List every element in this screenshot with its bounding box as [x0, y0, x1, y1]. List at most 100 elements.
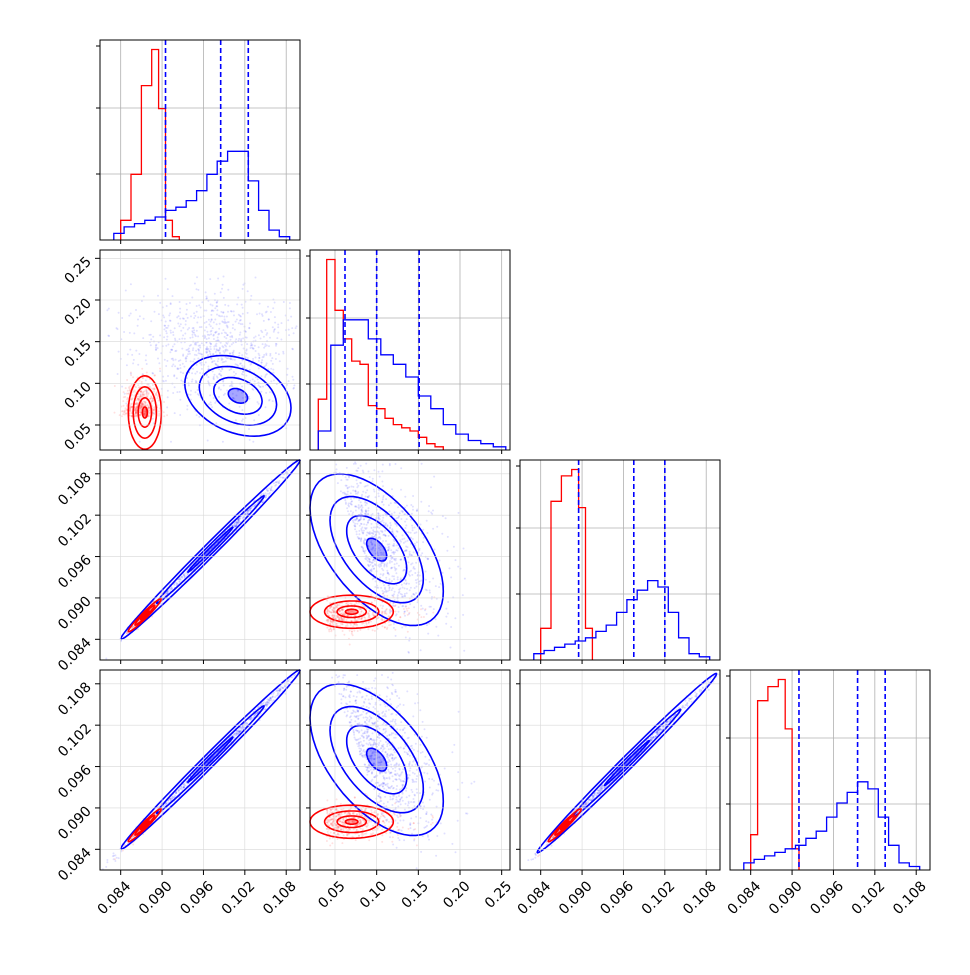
- blue-sample-point: [405, 504, 408, 507]
- blue-sample-point: [212, 338, 215, 340]
- red-sample-point: [136, 398, 139, 400]
- blue-sample-point: [445, 622, 448, 625]
- blue-sample-point: [208, 341, 211, 344]
- blue-sample-point: [402, 541, 405, 544]
- blue-sample-point: [132, 358, 135, 361]
- blue-sample-point: [203, 334, 206, 337]
- blue-sample-point: [385, 589, 387, 592]
- blue-sample-point: [241, 364, 244, 367]
- blue-sample-point: [177, 790, 180, 793]
- blue-sample-point: [392, 626, 395, 629]
- blue-sample-point: [355, 533, 358, 536]
- blue-sample-point: [205, 374, 208, 377]
- blue-sample-point: [219, 388, 222, 391]
- blue-sample-point: [290, 315, 293, 318]
- blue-sample-point: [166, 326, 169, 329]
- blue-sample-point: [270, 359, 273, 362]
- blue-sample-point: [126, 353, 129, 356]
- red-sample-point: [130, 415, 133, 417]
- blue-sample-point: [166, 359, 169, 362]
- blue-sample-point: [365, 523, 368, 526]
- blue-sample-point: [254, 335, 257, 338]
- blue-sample-point: [385, 741, 387, 743]
- blue-sample-point: [227, 310, 229, 313]
- blue-sample-point: [425, 613, 428, 615]
- blue-sample-point: [142, 317, 145, 320]
- blue-sample-point: [189, 393, 192, 396]
- blue-sample-point: [167, 343, 170, 346]
- blue-sample-point: [211, 327, 214, 330]
- blue-sample-point: [226, 389, 229, 392]
- blue-sample-point: [271, 400, 274, 403]
- blue-sample-point: [391, 587, 394, 590]
- blue-sample-point: [358, 524, 361, 527]
- blue-sample-point: [288, 302, 291, 304]
- blue-sample-point: [200, 367, 203, 370]
- blue-sample-point: [198, 304, 201, 307]
- blue-sample-point: [257, 367, 260, 370]
- red-sample-point: [135, 386, 137, 389]
- blue-sample-point: [267, 489, 270, 492]
- blue-sample-point: [124, 289, 127, 292]
- blue-sample-point: [152, 335, 155, 338]
- red-sample-point: [155, 393, 158, 396]
- blue-sample-point: [194, 379, 197, 382]
- blue-sample-point: [186, 572, 189, 575]
- blue-sample-point: [236, 521, 239, 524]
- blue-sample-point: [169, 587, 172, 590]
- red-sample-point: [141, 395, 144, 398]
- blue-sample-point: [261, 313, 263, 316]
- blue-sample-point: [241, 726, 244, 729]
- blue-sample-point: [249, 363, 252, 366]
- blue-sample-point: [403, 582, 406, 585]
- blue-sample-point: [262, 319, 265, 322]
- red-sample-point: [126, 379, 129, 381]
- blue-sample-point: [398, 588, 401, 591]
- blue-sample-point: [212, 375, 215, 378]
- blue-sample-point: [411, 524, 414, 527]
- blue-sample-point: [150, 338, 153, 341]
- blue-sample-point: [241, 418, 244, 421]
- blue-sample-point: [220, 374, 223, 377]
- blue-sample-point: [192, 360, 195, 363]
- blue-sample-point: [356, 536, 359, 538]
- blue-sample-point: [274, 358, 277, 360]
- blue-sample-point: [234, 525, 237, 528]
- blue-sample-point: [197, 348, 200, 351]
- blue-sample-point: [262, 500, 265, 502]
- blue-sample-point: [356, 674, 359, 677]
- blue-sample-point: [397, 564, 400, 567]
- blue-sample-point: [205, 320, 208, 323]
- blue-sample-point: [243, 325, 246, 328]
- blue-sample-point: [245, 348, 248, 351]
- red-sample-point: [124, 387, 127, 390]
- blue-sample-point: [166, 288, 169, 291]
- blue-sample-point: [377, 492, 380, 495]
- blue-sample-point: [249, 508, 252, 510]
- blue-sample-point: [377, 470, 380, 473]
- red-sample-point: [135, 412, 137, 415]
- blue-sample-point: [213, 373, 216, 376]
- blue-sample-point: [221, 358, 224, 361]
- blue-sample-point: [229, 331, 232, 334]
- blue-sample-point: [419, 649, 422, 652]
- blue-sample-point: [233, 314, 235, 317]
- blue-sample-point: [210, 310, 213, 312]
- blue-sample-point: [217, 387, 220, 390]
- blue-sample-point: [388, 543, 391, 546]
- blue-sample-point: [186, 355, 189, 358]
- red-sample-point: [149, 397, 152, 400]
- blue-sample-point: [450, 576, 453, 579]
- blue-sample-point: [245, 374, 248, 377]
- blue-sample-point: [275, 481, 278, 484]
- blue-sample-point: [171, 357, 174, 360]
- blue-sample-point: [239, 331, 242, 334]
- blue-sample-point: [238, 405, 241, 408]
- red-sample-point: [143, 400, 146, 403]
- blue-sample-point: [272, 368, 275, 371]
- blue-sample-point: [367, 512, 370, 515]
- blue-sample-point: [248, 508, 251, 510]
- red-sample-point: [114, 858, 116, 861]
- blue-sample-point: [160, 319, 163, 322]
- blue-sample-point: [352, 511, 355, 514]
